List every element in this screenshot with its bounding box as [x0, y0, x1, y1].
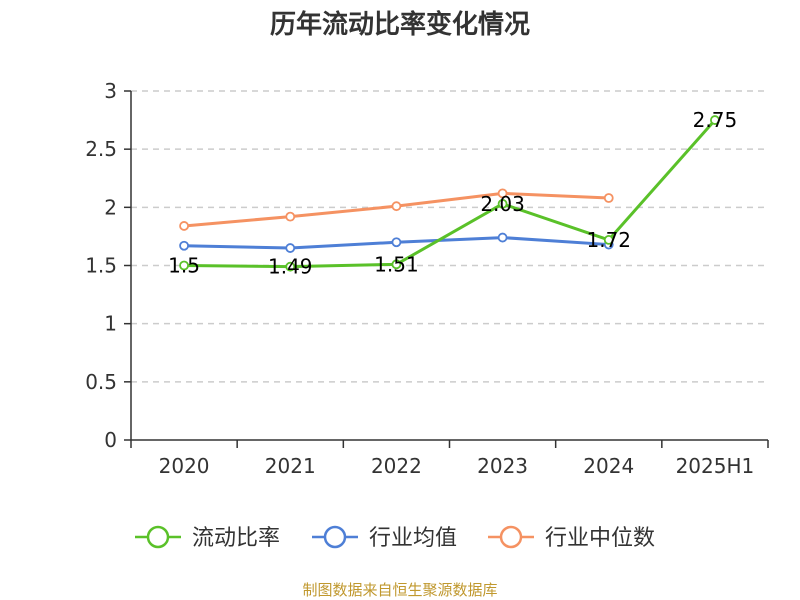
legend-marker-icon: [499, 525, 523, 549]
y-tick-label: 1.5: [85, 254, 117, 278]
data-label: 1.49: [268, 255, 313, 279]
series-point: [603, 193, 614, 203]
series-point: [179, 240, 189, 251]
data-label: 1.72: [586, 228, 631, 252]
legend-marker-icon: [323, 525, 347, 549]
y-tick-label: 1: [104, 312, 117, 336]
x-tick-label: 2024: [583, 454, 634, 478]
legend-label: 流动比率: [192, 526, 280, 551]
series-point: [603, 235, 614, 245]
source-note: 制图数据来自恒生聚源数据库: [302, 581, 497, 599]
series-point: [497, 232, 508, 243]
data-label: 1.51: [374, 252, 419, 276]
series: [179, 115, 720, 272]
chart-title: 历年流动比率变化情况: [270, 9, 530, 40]
x-tick-label: 2023: [477, 454, 528, 478]
data-labels: 1.5 1.49 1.51 2.03 1.72 2.75: [168, 108, 737, 279]
legend-item[interactable]: 流动比率: [135, 525, 280, 551]
series-point: [497, 188, 508, 199]
legend: 流动比率 行业均值 行业中位数: [135, 525, 655, 551]
series-point: [285, 211, 296, 222]
y-tick-label: 0: [104, 428, 117, 452]
legend-label: 行业均值: [369, 526, 457, 551]
series-point: [285, 261, 296, 272]
legend-item[interactable]: 行业均值: [312, 525, 457, 551]
y-tick-label: 0.5: [85, 370, 117, 394]
y-tick-label: 3: [104, 79, 117, 103]
data-label: 2.03: [480, 192, 525, 216]
legend-label: 行业中位数: [545, 526, 655, 551]
y-tick-label: 2.5: [85, 137, 117, 161]
series-point: [391, 259, 402, 270]
series-point: [179, 221, 189, 231]
series-point: [391, 201, 402, 212]
axes: 0 0.5 1 1.5 2 2.5 3 2020 2021 2022 2023 2024 2025H1: [85, 79, 769, 478]
series-point: [179, 260, 189, 271]
legend-item[interactable]: 行业中位数: [488, 525, 655, 551]
series-line: [184, 119, 717, 269]
series-point: [710, 115, 720, 125]
series-point: [497, 198, 508, 209]
x-tick-label: 2021: [265, 454, 316, 478]
x-tick-label: 2022: [371, 454, 422, 478]
grid: [131, 90, 768, 383]
x-tick-label: 2025H1: [676, 454, 755, 478]
data-label: 1.5: [168, 254, 200, 278]
x-tick-label: 2020: [159, 454, 210, 478]
legend-marker-icon: [146, 525, 170, 549]
y-tick-label: 2: [104, 195, 117, 219]
series-point: [285, 243, 296, 253]
series-point: [391, 237, 402, 248]
data-label: 2.75: [693, 108, 738, 132]
